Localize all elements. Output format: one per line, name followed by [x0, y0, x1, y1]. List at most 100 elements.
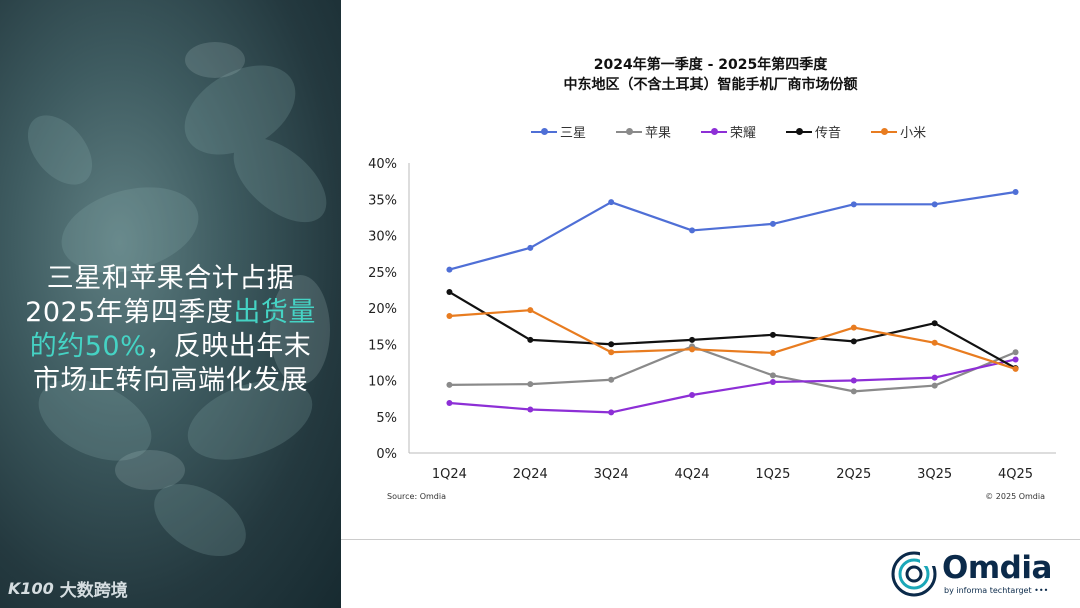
data-point — [689, 227, 696, 234]
legend-label: 苹果 — [645, 126, 672, 141]
legend-swatch — [616, 127, 643, 135]
series-line — [448, 291, 1017, 370]
legend-entry: 三星 — [531, 122, 586, 141]
data-point — [527, 381, 534, 388]
data-point — [1012, 356, 1019, 363]
chart-area: 2024年第一季度 - 2025年第四季度 中东地区（不含土耳其）智能手机厂商市… — [341, 0, 1080, 540]
chart-source: Source: Omdia — [387, 492, 447, 501]
data-point — [689, 336, 696, 343]
y-tick-label: 20% — [368, 302, 397, 317]
legend-label: 三星 — [560, 126, 587, 141]
data-point — [931, 201, 938, 208]
watermark: K100 大数跨境 — [8, 576, 128, 601]
data-point — [446, 381, 453, 388]
chart-title-line1: 2024年第一季度 - 2025年第四季度 — [593, 57, 828, 73]
data-point — [931, 339, 938, 346]
x-tick-label: 2Q25 — [836, 467, 871, 482]
data-point — [931, 320, 938, 327]
omdia-logo: Omdia by informa techtarget ••• — [890, 548, 1060, 598]
chart-legend: 三星 苹果 荣耀 传音 小米 — [531, 122, 926, 141]
chart-title: 2024年第一季度 - 2025年第四季度 中东地区（不含土耳其）智能手机厂商市… — [341, 55, 1080, 95]
x-tick-label: 4Q25 — [998, 467, 1033, 482]
y-tick-label: 30% — [368, 230, 397, 245]
watermark-text: 大数跨境 — [59, 581, 128, 601]
headline-line1: 三星和苹果合计占据 — [46, 263, 295, 294]
headline: 三星和苹果合计占据 2025年第四季度出货量 的约50%，反映出年末 市场正转向… — [0, 262, 341, 398]
data-point — [527, 406, 534, 413]
series-line — [449, 358, 1016, 414]
headline-line4: 市场正转向高端化发展 — [33, 365, 308, 396]
legend-label: 荣耀 — [730, 126, 757, 141]
x-tick-label: 3Q25 — [917, 467, 952, 482]
y-tick-label: 15% — [368, 338, 397, 353]
data-point — [769, 349, 776, 356]
brand-name: Omdia — [942, 550, 1052, 586]
data-point — [689, 392, 696, 398]
legend-entry: 小米 — [871, 122, 926, 141]
data-point — [769, 331, 776, 338]
x-tick-label: 4Q24 — [675, 467, 710, 482]
y-tick-label: 0% — [376, 447, 397, 462]
line-chart: 0% 5% 10% 15% 20% 25% 30% 35% 40% 1Q24 2Q24 3Q24 4Q2… — [368, 157, 1056, 482]
data-point — [527, 244, 534, 251]
data-point — [850, 201, 857, 208]
chart-title-line2: 中东地区（不含土耳其）智能手机厂商市场份额 — [563, 77, 858, 93]
y-tick-label: 35% — [368, 193, 397, 208]
data-point — [527, 336, 534, 343]
series-line — [449, 309, 1016, 370]
headline-highlight2: 的约50% — [29, 331, 147, 362]
headline-line3: ，反映出年末 — [146, 331, 312, 362]
legend-swatch — [871, 127, 898, 135]
data-point — [1012, 189, 1019, 195]
data-point — [446, 312, 453, 319]
data-point — [689, 346, 696, 353]
y-tick-label: 40% — [368, 157, 397, 172]
data-point — [769, 378, 776, 385]
data-point — [769, 372, 776, 379]
brand-subtitle: by informa techtarget ••• — [944, 586, 1049, 595]
chart-copyright: © 2025 Omdia — [985, 492, 1045, 501]
data-point — [931, 382, 938, 389]
data-point — [608, 199, 615, 206]
legend-swatch — [786, 127, 813, 135]
headline-line2: 2025年第四季度 — [25, 297, 234, 328]
orchid-background-image — [27, 42, 330, 557]
data-point — [446, 399, 453, 406]
data-point — [1012, 365, 1019, 372]
series-line — [449, 345, 1016, 393]
y-tick-label: 5% — [376, 411, 397, 426]
data-point — [850, 338, 857, 345]
data-point — [850, 324, 857, 331]
legend-swatch — [701, 127, 728, 135]
data-point — [608, 409, 615, 416]
data-point — [769, 220, 776, 227]
x-tick-label: 1Q25 — [755, 467, 790, 482]
data-point — [446, 266, 453, 273]
data-point — [446, 289, 453, 296]
data-point — [608, 341, 615, 348]
legend-entry: 传音 — [786, 122, 841, 141]
data-point — [608, 349, 615, 356]
data-point — [608, 376, 615, 383]
legend-entry: 苹果 — [616, 122, 671, 141]
legend-label: 传音 — [815, 126, 842, 141]
data-point — [1012, 349, 1019, 356]
data-point — [850, 388, 857, 395]
x-tick-label: 2Q24 — [513, 467, 548, 482]
data-point — [527, 307, 534, 314]
omdia-logo-icon — [891, 551, 938, 597]
left-panel: 三星和苹果合计占据 2025年第四季度出货量 的约50%，反映出年末 市场正转向… — [0, 0, 341, 608]
x-tick-label: 1Q24 — [432, 467, 467, 482]
data-point — [850, 377, 857, 384]
legend-swatch — [531, 127, 557, 135]
x-tick-label: 3Q24 — [594, 467, 629, 482]
data-point — [931, 374, 938, 381]
footer-divider — [341, 539, 1080, 540]
legend-entry: 荣耀 — [701, 122, 756, 141]
watermark-logo: K100 — [8, 579, 54, 598]
series-line — [449, 190, 1016, 271]
legend-label: 小米 — [900, 126, 927, 141]
headline-highlight1: 出货量 — [233, 297, 316, 328]
y-tick-label: 25% — [368, 266, 397, 281]
y-tick-label: 10% — [368, 375, 397, 390]
